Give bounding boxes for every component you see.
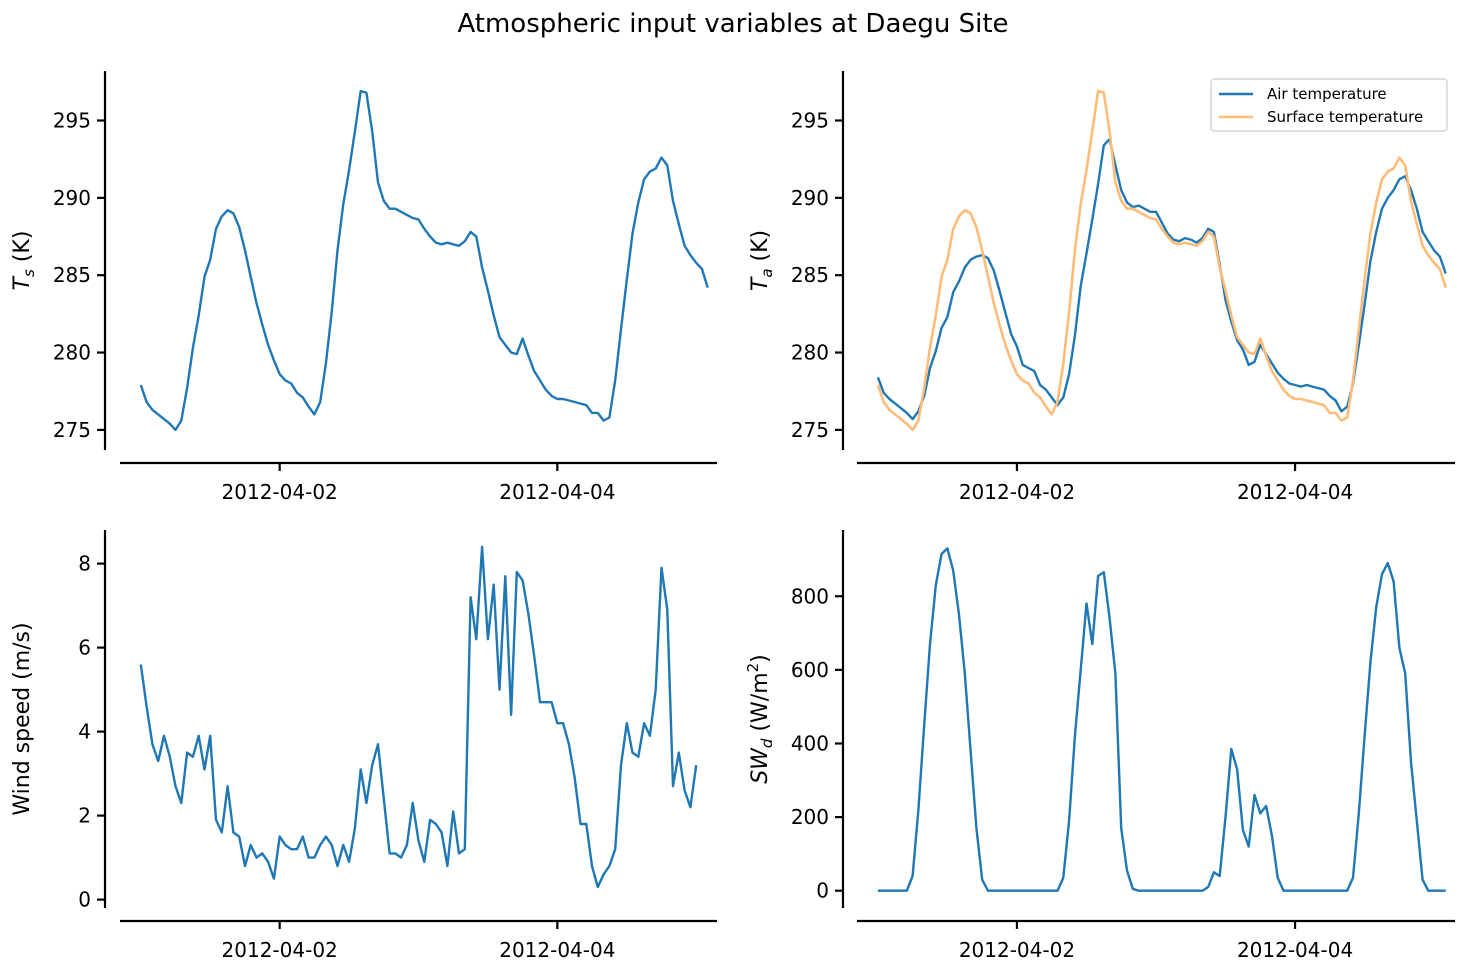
y-axis-label: Ts (K) [10, 231, 38, 291]
y-tick-label: 4 [78, 720, 91, 744]
panel-shortwave-radiation: 0 200 400 600 800 2012-04-02 2012-04-04 SWd (W/… [744, 530, 1455, 962]
x-tick-label: 2012-04-02 [222, 938, 338, 962]
x-tick-label: 2012-04-02 [959, 938, 1075, 962]
y-tick-label: 0 [78, 888, 91, 912]
x-tick-label: 2012-04-02 [222, 480, 338, 504]
y-axis-label-unit: (W/m [748, 672, 773, 738]
y-axis-label-unit: (K) [10, 231, 35, 270]
y-tick-label: 200 [791, 805, 829, 829]
y-tick-label: 2 [78, 804, 91, 828]
x-tick-label: 2012-04-04 [499, 480, 615, 504]
y-axis-label-close: ) [748, 654, 773, 663]
y-tick-label: 295 [53, 109, 91, 133]
panel-wind-speed: 0 2 4 6 8 2012-04-02 2012-04-04 Wind speed (m/s… [10, 530, 717, 962]
y-tick-label: 8 [78, 552, 91, 576]
y-axis-label-subscript: d [758, 738, 776, 748]
y-tick-label: 290 [53, 186, 91, 210]
series-line-main [139, 545, 698, 889]
y-axis-label-symbol: T [748, 276, 773, 291]
y-axis-label-symbol: T [10, 275, 35, 290]
x-tick-label: 2012-04-04 [1237, 938, 1353, 962]
y-tick-label: 275 [53, 418, 91, 442]
y-tick-label: 285 [53, 263, 91, 287]
y-tick-label: 6 [78, 636, 91, 660]
y-tick-label: 290 [791, 186, 829, 210]
series-line-surface-temperature [876, 89, 1447, 432]
x-tick-label: 2012-04-02 [959, 480, 1075, 504]
series-line-air-temperature [876, 137, 1447, 421]
y-axis-label-subscript: s [20, 269, 38, 277]
panel-surface-temperature: 275 280 285 290 295 2012-04-02 2012-04-04 Ts (K… [10, 71, 717, 504]
y-tick-label: 600 [791, 658, 829, 682]
legend-entry: Air temperature [1267, 85, 1387, 103]
y-tick-label: 280 [53, 341, 91, 365]
y-axis-label-symbol: SW [748, 747, 773, 784]
panel-air-temperature: 275 280 285 290 295 2012-04-02 2012-04-04 Ta (K… [748, 71, 1455, 504]
figure-title: Atmospheric input variables at Daegu Sit… [457, 9, 1008, 39]
y-tick-label: 0 [816, 879, 829, 903]
y-axis-label-unit: (K) [748, 230, 773, 269]
x-tick-label: 2012-04-04 [499, 938, 615, 962]
y-tick-label: 295 [791, 109, 829, 133]
y-tick-label: 800 [791, 584, 829, 608]
y-axis-label-superscript: 2 [744, 663, 762, 673]
y-axis-label: Wind speed (m/s) [10, 622, 35, 815]
legend-entry: Surface temperature [1267, 108, 1423, 126]
series-line-main [877, 547, 1446, 892]
y-tick-label: 280 [791, 341, 829, 365]
x-tick-label: 2012-04-04 [1237, 480, 1353, 504]
y-axis-label: SWd (W/m2) [744, 654, 776, 784]
legend-box [1210, 78, 1448, 132]
y-tick-label: 275 [791, 418, 829, 442]
y-axis-label-subscript: a [758, 268, 776, 277]
y-axis-label: Ta (K) [748, 230, 776, 291]
series-line-main [139, 89, 709, 432]
y-tick-label: 400 [791, 731, 829, 755]
y-tick-label: 285 [791, 263, 829, 287]
